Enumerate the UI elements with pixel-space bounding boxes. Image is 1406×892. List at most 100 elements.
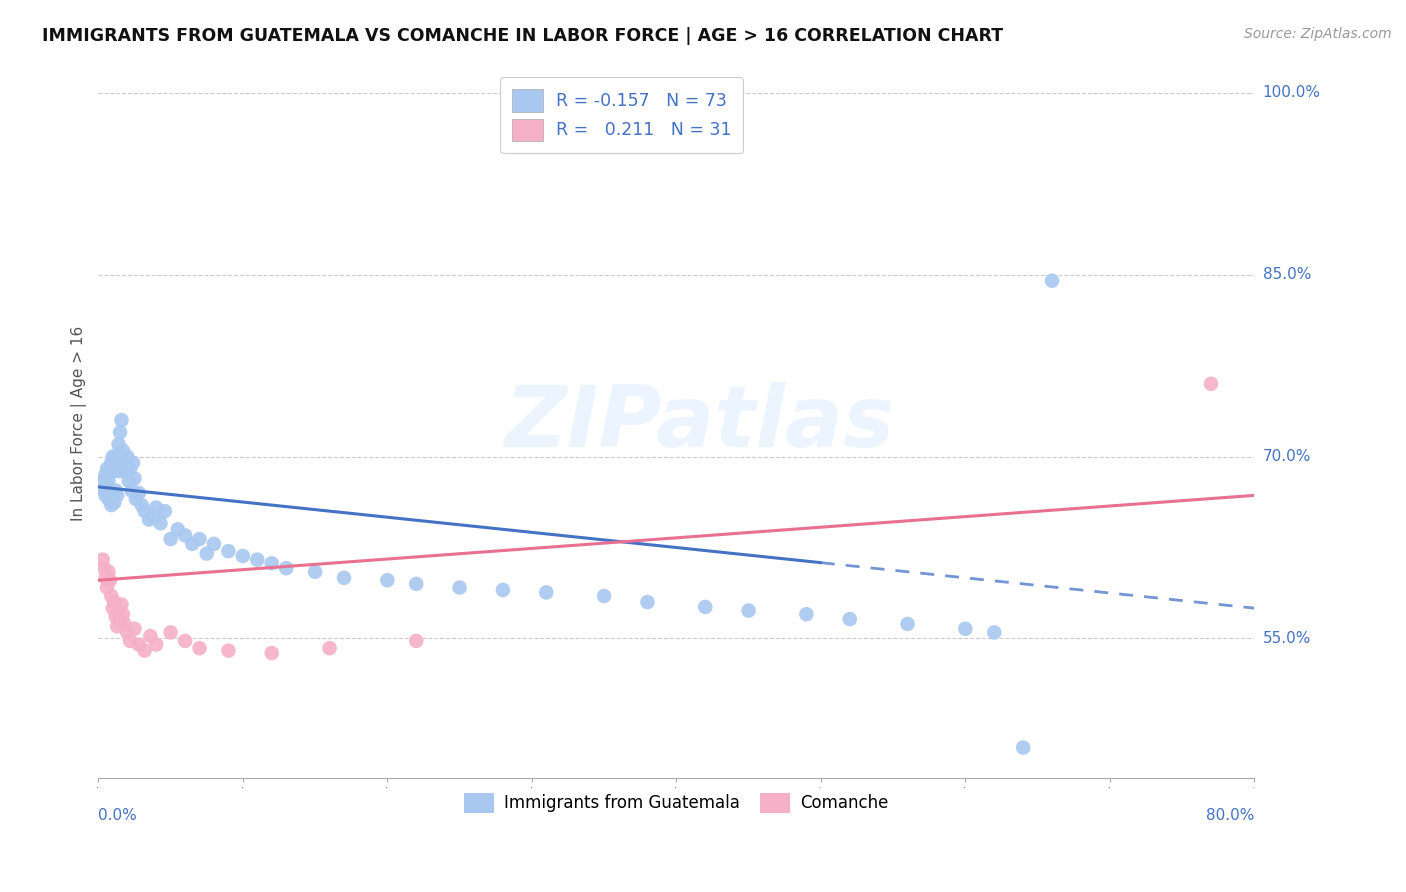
Point bbox=[120, 461, 142, 475]
Point bbox=[105, 450, 128, 464]
Text: 100.0%: 100.0% bbox=[1263, 86, 1320, 100]
Point bbox=[188, 532, 211, 546]
Text: ZIPatlas: ZIPatlas bbox=[505, 382, 894, 465]
Point bbox=[159, 625, 181, 640]
Point bbox=[128, 486, 150, 500]
Point bbox=[94, 467, 117, 482]
Point bbox=[98, 486, 121, 500]
Point bbox=[118, 474, 141, 488]
Point bbox=[101, 450, 124, 464]
Point bbox=[103, 595, 125, 609]
Point bbox=[98, 574, 121, 588]
Point bbox=[125, 491, 148, 506]
Point bbox=[91, 474, 114, 488]
Point bbox=[896, 616, 918, 631]
Text: IMMIGRANTS FROM GUATEMALA VS COMANCHE IN LABOR FORCE | AGE > 16 CORRELATION CHAR: IMMIGRANTS FROM GUATEMALA VS COMANCHE IN… bbox=[42, 27, 1004, 45]
Point bbox=[117, 450, 139, 464]
Point bbox=[134, 643, 156, 657]
Point bbox=[117, 625, 139, 640]
Point bbox=[105, 488, 128, 502]
Point bbox=[188, 641, 211, 656]
Point bbox=[217, 544, 239, 558]
Point bbox=[166, 522, 188, 536]
Point bbox=[737, 604, 759, 618]
Point bbox=[593, 589, 616, 603]
Point bbox=[131, 498, 153, 512]
Point bbox=[124, 471, 146, 485]
Point bbox=[111, 443, 134, 458]
Point bbox=[1040, 274, 1063, 288]
Point bbox=[120, 633, 142, 648]
Point bbox=[153, 504, 176, 518]
Point bbox=[695, 599, 717, 614]
Text: 85.0%: 85.0% bbox=[1263, 268, 1310, 282]
Point bbox=[100, 456, 122, 470]
Point bbox=[536, 585, 558, 599]
Point bbox=[202, 537, 225, 551]
Point bbox=[91, 552, 114, 566]
Point bbox=[97, 565, 120, 579]
Point bbox=[103, 464, 125, 478]
Point bbox=[121, 483, 143, 498]
Text: 80.0%: 80.0% bbox=[1206, 808, 1254, 823]
Point bbox=[107, 437, 129, 451]
Point bbox=[111, 607, 134, 622]
Point bbox=[405, 577, 427, 591]
Point bbox=[98, 464, 121, 478]
Point bbox=[93, 483, 115, 498]
Point bbox=[128, 638, 150, 652]
Point bbox=[276, 561, 298, 575]
Point bbox=[134, 504, 156, 518]
Point bbox=[97, 491, 120, 506]
Point bbox=[96, 480, 118, 494]
Point bbox=[104, 483, 127, 498]
Point bbox=[96, 461, 118, 475]
Point bbox=[145, 638, 167, 652]
Point bbox=[246, 552, 269, 566]
Point bbox=[217, 643, 239, 657]
Point bbox=[1012, 740, 1035, 755]
Point bbox=[104, 609, 127, 624]
Point bbox=[112, 616, 135, 631]
Point bbox=[492, 582, 515, 597]
Point bbox=[94, 571, 117, 585]
Text: 55.0%: 55.0% bbox=[1263, 631, 1310, 646]
Legend: Immigrants from Guatemala, Comanche: Immigrants from Guatemala, Comanche bbox=[457, 787, 896, 819]
Text: 0.0%: 0.0% bbox=[98, 808, 138, 823]
Point bbox=[181, 537, 204, 551]
Point bbox=[108, 464, 131, 478]
Point bbox=[377, 574, 399, 588]
Point bbox=[112, 456, 135, 470]
Point bbox=[122, 456, 145, 470]
Point bbox=[174, 528, 197, 542]
Point bbox=[145, 500, 167, 515]
Point bbox=[159, 532, 181, 546]
Point bbox=[104, 456, 127, 470]
Point bbox=[97, 474, 120, 488]
Point bbox=[138, 513, 160, 527]
Y-axis label: In Labor Force | Age > 16: In Labor Force | Age > 16 bbox=[72, 326, 87, 521]
Point bbox=[105, 619, 128, 633]
Point bbox=[260, 646, 283, 660]
Point bbox=[110, 413, 132, 427]
Point bbox=[94, 488, 117, 502]
Point bbox=[333, 571, 356, 585]
Point bbox=[103, 496, 125, 510]
Point bbox=[108, 425, 131, 440]
Point bbox=[100, 589, 122, 603]
Point bbox=[1199, 376, 1222, 391]
Point bbox=[124, 622, 146, 636]
Point bbox=[405, 633, 427, 648]
Point bbox=[93, 561, 115, 575]
Point bbox=[142, 510, 165, 524]
Point bbox=[114, 464, 136, 478]
Point bbox=[449, 581, 471, 595]
Point bbox=[260, 556, 283, 570]
Point bbox=[955, 622, 977, 636]
Point bbox=[101, 486, 124, 500]
Point bbox=[838, 612, 860, 626]
Point bbox=[983, 625, 1005, 640]
Point bbox=[304, 565, 326, 579]
Point bbox=[139, 629, 162, 643]
Point bbox=[174, 633, 197, 648]
